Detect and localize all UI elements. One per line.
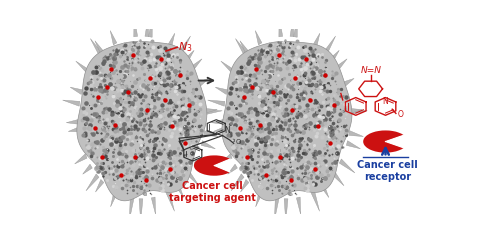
Polygon shape [213, 127, 225, 132]
Polygon shape [347, 141, 360, 149]
Polygon shape [77, 42, 207, 201]
Polygon shape [166, 191, 175, 211]
Polygon shape [191, 59, 202, 70]
Polygon shape [313, 33, 320, 46]
Polygon shape [208, 100, 225, 106]
Polygon shape [151, 197, 156, 215]
Polygon shape [297, 197, 300, 215]
Text: N: N [382, 97, 388, 106]
Polygon shape [279, 15, 283, 37]
Polygon shape [293, 18, 297, 37]
Polygon shape [96, 180, 104, 192]
Polygon shape [221, 61, 235, 75]
Polygon shape [204, 131, 218, 137]
Polygon shape [70, 87, 83, 94]
Polygon shape [110, 191, 118, 207]
Text: O: O [397, 110, 403, 119]
Polygon shape [176, 184, 184, 198]
Polygon shape [194, 159, 210, 173]
Polygon shape [324, 36, 336, 54]
Polygon shape [130, 198, 134, 220]
Polygon shape [75, 154, 87, 164]
Polygon shape [350, 110, 367, 115]
Text: $N_3$: $N_3$ [178, 40, 193, 54]
Polygon shape [215, 159, 230, 172]
Polygon shape [256, 191, 263, 207]
Polygon shape [275, 198, 279, 220]
Polygon shape [290, 18, 294, 37]
Polygon shape [68, 127, 80, 132]
Polygon shape [332, 171, 344, 186]
Polygon shape [179, 36, 191, 54]
Polygon shape [255, 30, 262, 45]
Polygon shape [168, 33, 175, 46]
Polygon shape [95, 41, 104, 55]
Polygon shape [350, 108, 362, 113]
Polygon shape [139, 199, 143, 222]
Text: Cancer cell
receptor: Cancer cell receptor [357, 160, 418, 182]
Polygon shape [330, 50, 339, 62]
Polygon shape [205, 110, 222, 115]
Text: Cancer cell
targeting agent: Cancer cell targeting agent [169, 181, 256, 203]
Polygon shape [145, 18, 149, 37]
Polygon shape [110, 30, 117, 45]
Polygon shape [235, 39, 248, 57]
Text: O: O [236, 139, 241, 145]
Polygon shape [284, 199, 288, 222]
Wedge shape [363, 131, 404, 153]
Polygon shape [339, 159, 355, 173]
Polygon shape [385, 135, 404, 148]
Polygon shape [185, 50, 194, 62]
Polygon shape [348, 131, 363, 137]
Polygon shape [220, 154, 232, 164]
Polygon shape [201, 141, 216, 149]
Polygon shape [321, 184, 329, 198]
Polygon shape [62, 100, 80, 106]
Polygon shape [148, 18, 152, 37]
Polygon shape [199, 78, 209, 86]
Text: N: N [225, 126, 230, 135]
Polygon shape [83, 164, 92, 174]
Polygon shape [240, 41, 249, 55]
Polygon shape [231, 174, 244, 191]
Polygon shape [66, 119, 79, 124]
Polygon shape [86, 174, 99, 191]
Polygon shape [222, 42, 352, 201]
Polygon shape [228, 164, 237, 174]
Polygon shape [204, 108, 217, 113]
Polygon shape [344, 78, 354, 86]
Polygon shape [215, 87, 228, 94]
Wedge shape [194, 155, 230, 176]
Polygon shape [336, 59, 347, 70]
Polygon shape [90, 39, 103, 57]
Polygon shape [187, 171, 199, 186]
Text: N=N: N=N [361, 66, 382, 75]
Polygon shape [76, 61, 90, 75]
Polygon shape [134, 15, 138, 37]
Polygon shape [240, 180, 249, 192]
Polygon shape [211, 119, 224, 124]
Polygon shape [311, 191, 320, 211]
